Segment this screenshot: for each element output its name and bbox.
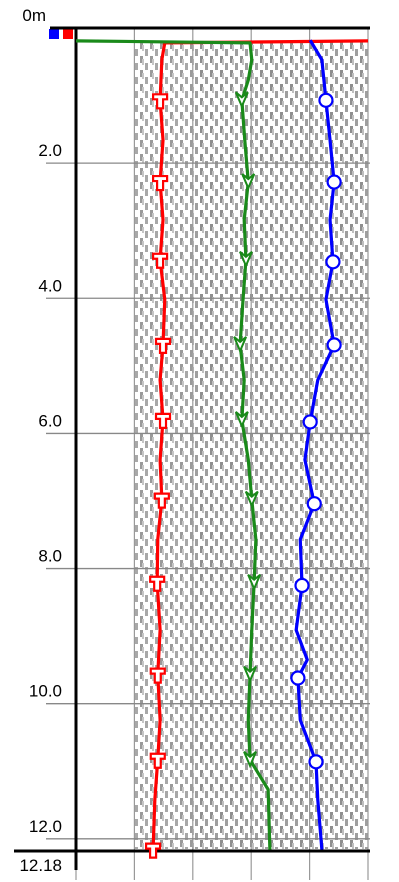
circle-marker: [308, 497, 321, 510]
track-flag: [63, 29, 73, 39]
circle-marker: [310, 755, 323, 768]
chart: 0m 2.0 4.0 6.0 8.0 10.0 12.0 12.18: [0, 0, 399, 882]
y-tick-label: 6.0: [38, 411, 62, 430]
circle-marker: [319, 94, 332, 107]
page: 0m2.04.06.08.010.012.012.18 (() => { con…: [0, 0, 399, 882]
circle-marker: [326, 255, 339, 268]
circle-marker: [296, 579, 309, 592]
y-tick-label: 10.0: [29, 682, 62, 701]
y-tick-label: 4.0: [38, 276, 62, 295]
circle-marker: [291, 672, 304, 685]
y-tick-label: 12.0: [29, 817, 62, 836]
circle-marker: [328, 338, 341, 351]
y-tick-label: 12.18: [19, 856, 62, 875]
seismic-background: [193, 41, 368, 849]
track-flag: [49, 29, 59, 39]
y-tick-label: 8.0: [38, 547, 62, 566]
y-tick-label: 2.0: [38, 141, 62, 160]
circle-marker: [328, 176, 341, 189]
y-tick-label: 0m: [22, 6, 46, 25]
circle-marker: [304, 415, 317, 428]
